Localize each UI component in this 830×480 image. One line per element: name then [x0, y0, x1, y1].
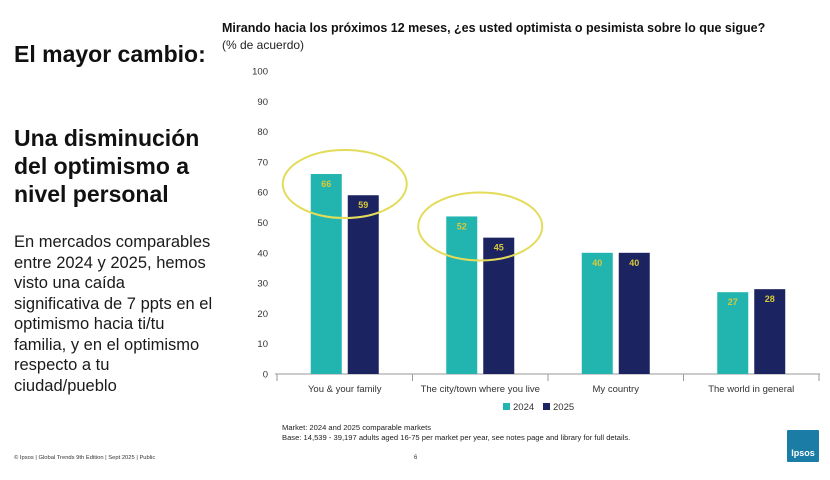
y-tick-label: 60 [257, 188, 268, 199]
bar [754, 289, 786, 374]
x-tick-label: My country [593, 384, 640, 395]
bar [618, 252, 650, 374]
x-tick-label: You & your family [308, 384, 382, 395]
y-tick-label: 80 [257, 127, 268, 138]
chart-subtitle: (% de acuerdo) [222, 38, 305, 52]
legend-swatch [543, 403, 550, 410]
notes-base: Base: 14,539 - 39,197 adults aged 16-75 … [282, 433, 631, 442]
highlight-ellipse [281, 149, 408, 220]
slide-heading: El mayor cambio: [14, 41, 206, 67]
data-label: 45 [494, 243, 504, 253]
logo-text: Ipsos [791, 448, 815, 458]
highlight-ellipse [417, 191, 544, 262]
notes-market: Market: 2024 and 2025 comparable markets [282, 423, 432, 432]
bar [581, 252, 613, 374]
data-label: 66 [321, 179, 331, 189]
bar-chart: 0 10 20 30 40 50 60 70 80 90 100 66 52 40 27 59 45 40 28 Yo… [252, 67, 820, 413]
x-tick-label: The world in general [708, 384, 794, 395]
ipsos-logo: Ipsos [787, 430, 819, 462]
bar [717, 292, 749, 374]
data-label: 28 [765, 294, 775, 304]
chart-notes: Market: 2024 and 2025 comparable markets… [282, 423, 630, 443]
data-label: 52 [457, 221, 467, 231]
y-tick-label: 20 [257, 309, 268, 320]
data-label: 40 [629, 258, 639, 268]
legend-swatch [503, 403, 510, 410]
footer-text: © Ipsos | Global Trends 9th Edition | Se… [14, 455, 156, 461]
bar [310, 174, 342, 374]
y-tick-label: 90 [257, 97, 268, 108]
y-tick-label: 40 [257, 248, 268, 259]
bar [446, 216, 478, 374]
y-tick-label: 70 [257, 157, 268, 168]
legend-label: 2025 [553, 402, 574, 413]
x-tick-label: The city/town where you live [421, 384, 540, 395]
y-tick-label: 10 [257, 339, 268, 350]
bar [347, 195, 379, 374]
legend-label: 2024 [513, 402, 534, 413]
y-tick-label: 100 [252, 67, 268, 78]
y-tick-label: 30 [257, 279, 268, 290]
y-tick-label: 50 [257, 218, 268, 229]
page-number: 6 [414, 455, 418, 461]
y-tick-label: 0 [263, 370, 268, 381]
data-label: 40 [592, 258, 602, 268]
chart-title: Mirando hacia los próximos 12 meses, ¿es… [222, 21, 766, 35]
data-label: 27 [728, 297, 738, 307]
slide-subheading: Una disminución del optimismo a nivel pe… [14, 125, 200, 207]
slide-body-text: En mercados comparables entre 2024 y 202… [14, 233, 213, 395]
data-label: 59 [358, 200, 368, 210]
